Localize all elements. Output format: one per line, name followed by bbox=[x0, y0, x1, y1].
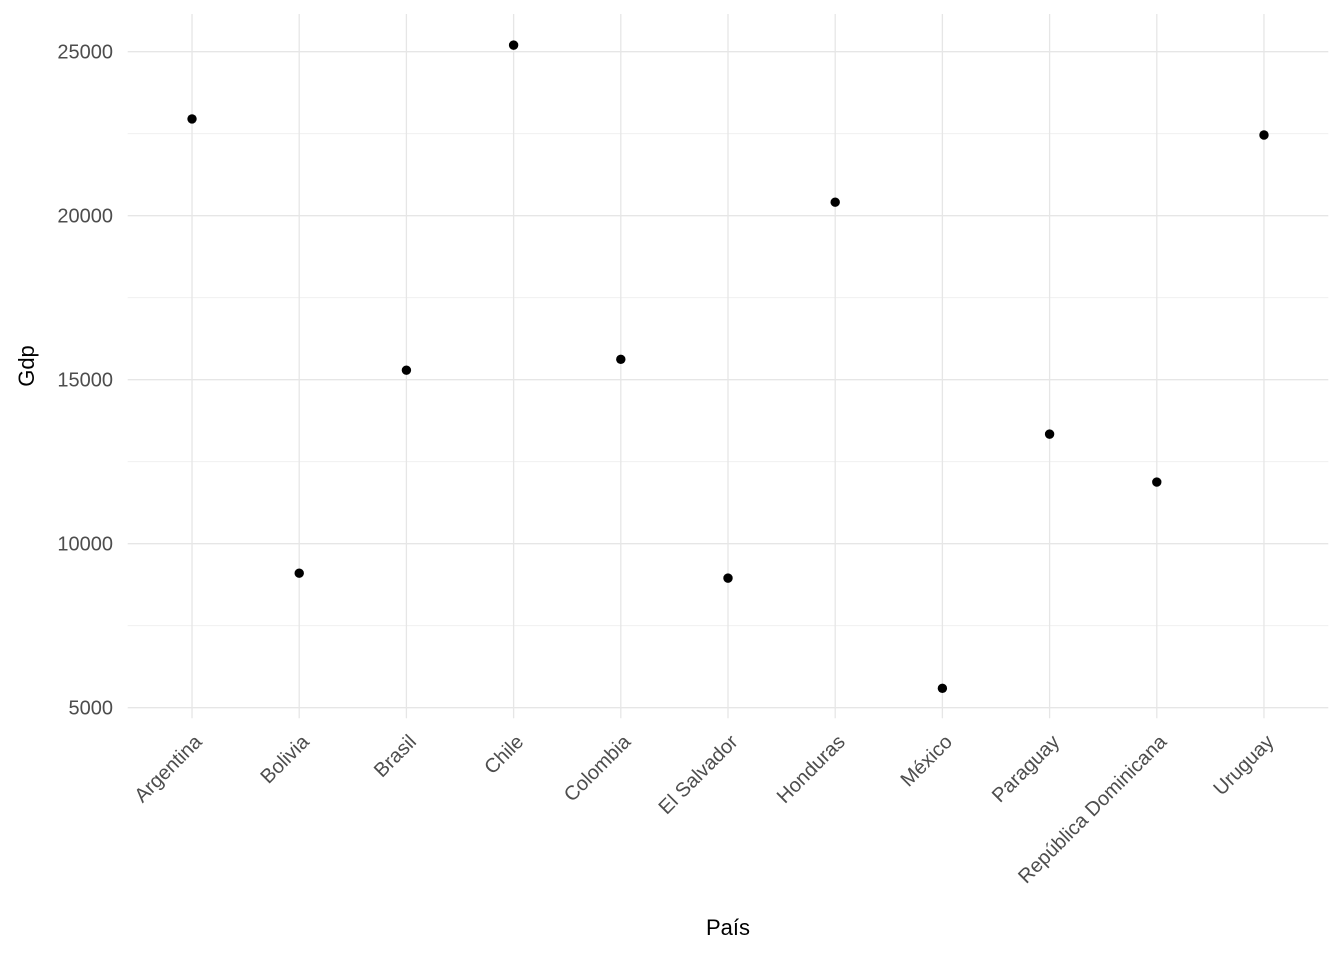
x-tick-label: Honduras bbox=[773, 731, 850, 808]
data-point bbox=[187, 114, 197, 124]
y-tick-label: 5000 bbox=[69, 698, 114, 720]
data-point bbox=[830, 197, 840, 207]
x-axis-title: País bbox=[705, 915, 751, 940]
data-point bbox=[401, 365, 412, 375]
data-point bbox=[937, 683, 948, 694]
y-axis-title: Gdp bbox=[14, 345, 39, 387]
data-point bbox=[508, 40, 519, 50]
x-tick-label: Uruguay bbox=[1209, 731, 1278, 800]
x-tick-label: Bolivia bbox=[257, 730, 315, 788]
x-tick-label: Chile bbox=[480, 731, 528, 779]
data-point bbox=[1044, 429, 1055, 439]
x-tick-label: México bbox=[897, 731, 957, 791]
data-point bbox=[616, 354, 626, 365]
y-tick-label: 20000 bbox=[57, 206, 113, 228]
x-tick-label: Argentina bbox=[130, 730, 207, 807]
x-tick-label: Brasil bbox=[370, 731, 421, 782]
x-tick-label: El Salvador bbox=[655, 731, 743, 819]
data-point bbox=[723, 573, 733, 583]
x-tick-label: Paraguay bbox=[988, 731, 1064, 807]
y-tick-label: 25000 bbox=[57, 42, 113, 64]
x-tick-label: Colombia bbox=[560, 730, 636, 806]
data-point bbox=[1259, 130, 1269, 140]
data-point bbox=[294, 568, 304, 578]
y-tick-label: 15000 bbox=[57, 370, 113, 392]
data-point bbox=[1152, 477, 1162, 487]
y-tick-label: 10000 bbox=[57, 534, 113, 556]
